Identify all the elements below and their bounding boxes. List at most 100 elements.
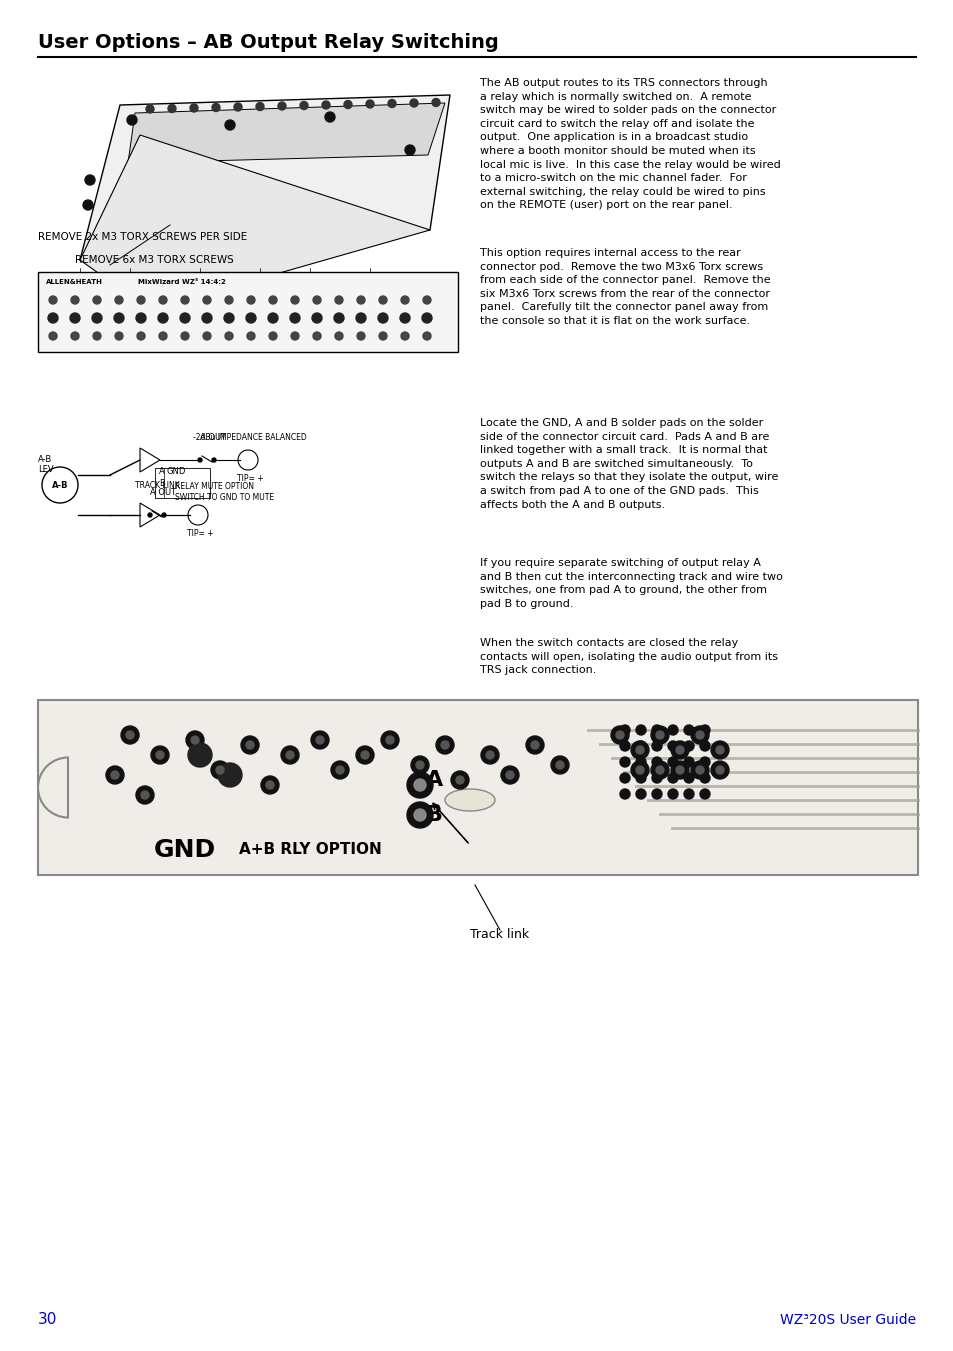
Ellipse shape — [444, 789, 495, 811]
Circle shape — [335, 296, 343, 304]
Circle shape — [710, 761, 728, 780]
Circle shape — [136, 313, 146, 323]
Circle shape — [451, 771, 469, 789]
Circle shape — [636, 725, 645, 735]
Circle shape — [255, 103, 264, 111]
Circle shape — [683, 757, 693, 767]
Bar — [38, 272, 457, 353]
Circle shape — [168, 104, 175, 112]
Circle shape — [136, 786, 153, 804]
Circle shape — [377, 313, 388, 323]
Circle shape — [380, 731, 398, 748]
Text: A-B
LEV: A-B LEV — [38, 455, 53, 474]
Circle shape — [261, 775, 278, 794]
Circle shape — [83, 200, 92, 209]
Text: A OUT: A OUT — [150, 488, 176, 497]
Text: REMOVE 2x M3 TORX SCREWS PER SIDE: REMOVE 2x M3 TORX SCREWS PER SIDE — [38, 232, 247, 242]
Circle shape — [188, 505, 208, 526]
Text: B: B — [426, 805, 443, 825]
Circle shape — [212, 104, 220, 112]
Circle shape — [355, 746, 374, 765]
Circle shape — [225, 296, 233, 304]
Circle shape — [710, 740, 728, 759]
Circle shape — [48, 313, 58, 323]
Circle shape — [378, 296, 387, 304]
Circle shape — [70, 313, 80, 323]
Circle shape — [246, 313, 255, 323]
Circle shape — [115, 332, 123, 340]
Circle shape — [610, 725, 628, 744]
Circle shape — [188, 743, 212, 767]
Circle shape — [630, 740, 648, 759]
Circle shape — [651, 773, 661, 784]
Circle shape — [667, 725, 678, 735]
Circle shape — [400, 296, 409, 304]
Circle shape — [191, 736, 199, 744]
Circle shape — [650, 761, 668, 780]
Circle shape — [246, 740, 253, 748]
Circle shape — [291, 332, 298, 340]
Circle shape — [198, 458, 202, 462]
Polygon shape — [80, 95, 450, 259]
Circle shape — [700, 757, 709, 767]
Circle shape — [126, 731, 133, 739]
Circle shape — [414, 809, 426, 821]
Circle shape — [355, 313, 366, 323]
Circle shape — [92, 332, 101, 340]
Circle shape — [456, 775, 463, 784]
Circle shape — [619, 789, 629, 798]
Circle shape — [525, 736, 543, 754]
Circle shape — [360, 751, 369, 759]
Circle shape — [106, 766, 124, 784]
Circle shape — [651, 757, 661, 767]
Circle shape — [180, 313, 190, 323]
Circle shape — [151, 746, 169, 765]
Circle shape — [650, 725, 668, 744]
Circle shape — [356, 296, 365, 304]
Circle shape — [421, 313, 432, 323]
Circle shape — [690, 761, 708, 780]
Circle shape — [92, 296, 101, 304]
Circle shape — [49, 296, 57, 304]
Circle shape — [630, 761, 648, 780]
Circle shape — [636, 766, 643, 774]
Text: WZ³20S User Guide: WZ³20S User Guide — [779, 1313, 915, 1327]
Circle shape — [181, 332, 189, 340]
Circle shape — [683, 789, 693, 798]
Circle shape — [432, 99, 439, 107]
Circle shape — [241, 736, 258, 754]
Text: TRACK LINK: TRACK LINK — [135, 481, 179, 490]
Circle shape — [146, 105, 153, 113]
Text: TIP= +: TIP= + — [236, 474, 263, 484]
Circle shape — [651, 789, 661, 798]
Circle shape — [237, 450, 257, 470]
Circle shape — [268, 313, 277, 323]
Polygon shape — [140, 503, 160, 527]
Circle shape — [137, 296, 145, 304]
Circle shape — [225, 332, 233, 340]
Text: A-B: A-B — [51, 481, 69, 489]
Circle shape — [121, 725, 139, 744]
Polygon shape — [128, 103, 444, 163]
Circle shape — [700, 725, 709, 735]
Circle shape — [667, 740, 678, 751]
Circle shape — [313, 296, 320, 304]
Circle shape — [158, 313, 168, 323]
Circle shape — [414, 780, 426, 790]
Circle shape — [436, 736, 454, 754]
Circle shape — [190, 104, 198, 112]
Circle shape — [619, 725, 629, 735]
Circle shape — [485, 751, 494, 759]
Circle shape — [696, 766, 703, 774]
Text: This option requires internal access to the rear
connector pod.  Remove the two : This option requires internal access to … — [479, 249, 770, 326]
Circle shape — [636, 757, 645, 767]
Circle shape — [281, 746, 298, 765]
Circle shape — [619, 757, 629, 767]
Circle shape — [212, 458, 215, 462]
Circle shape — [667, 773, 678, 784]
Circle shape — [716, 766, 723, 774]
Circle shape — [656, 766, 663, 774]
Circle shape — [312, 313, 322, 323]
Circle shape — [91, 313, 102, 323]
Circle shape — [111, 771, 119, 780]
